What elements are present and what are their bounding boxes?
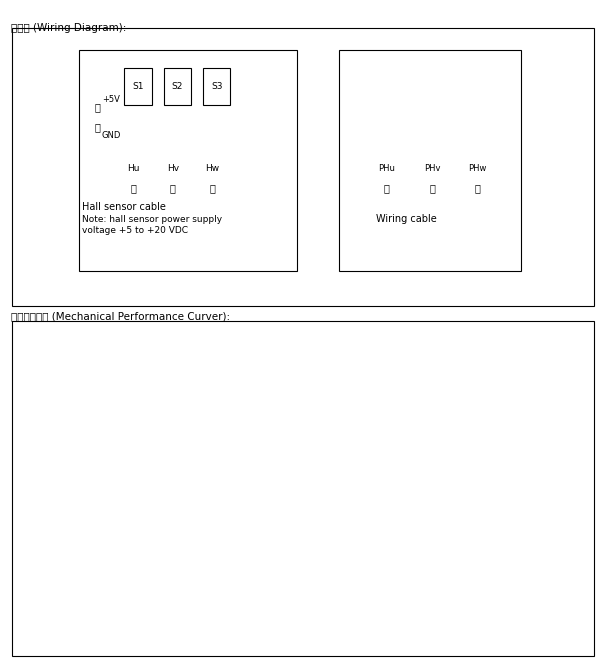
Text: Hv: Hv xyxy=(167,164,179,173)
Text: +5V: +5V xyxy=(102,94,119,104)
Text: voltage +5 to +20 VDC: voltage +5 to +20 VDC xyxy=(82,225,188,235)
Text: GND: GND xyxy=(102,130,121,140)
Text: 黄: 黄 xyxy=(384,184,390,193)
Text: PHv: PHv xyxy=(424,164,441,173)
Text: 机械特性曲线 (Mechanical Performance Curver):: 机械特性曲线 (Mechanical Performance Curver): xyxy=(11,311,230,321)
Legend: EFFICIENCY, OUTPUT POWER, INPUT POWER, CURRENT, SPEED: EFFICIENCY, OUTPUT POWER, INPUT POWER, C… xyxy=(485,438,578,507)
Y-axis label: EFFICIENCY(%), POWER(W), CURRENT(A): EFFICIENCY(%), POWER(W), CURRENT(A) xyxy=(19,409,28,565)
Text: 蓝: 蓝 xyxy=(474,184,481,193)
Text: Wiring cable: Wiring cable xyxy=(376,215,436,224)
Text: Hall sensor cable: Hall sensor cable xyxy=(82,203,165,212)
Text: Hw: Hw xyxy=(205,164,219,173)
Text: S3: S3 xyxy=(211,82,222,92)
Text: PHu: PHu xyxy=(378,164,395,173)
Title: 42BLF01 Series 24VDC 26W: 42BLF01 Series 24VDC 26W xyxy=(164,326,327,337)
Y-axis label: SPEED(RPM): SPEED(RPM) xyxy=(460,461,469,512)
Text: S2: S2 xyxy=(171,82,183,92)
Text: 黄: 黄 xyxy=(130,184,136,193)
Text: 绿: 绿 xyxy=(170,184,176,193)
Text: PHw: PHw xyxy=(468,164,487,173)
Text: 红: 红 xyxy=(94,102,100,112)
Text: 黑: 黑 xyxy=(94,122,100,132)
Text: 蓝: 蓝 xyxy=(209,184,215,193)
Text: 接线图 (Wiring Diagram):: 接线图 (Wiring Diagram): xyxy=(11,23,126,33)
Text: S1: S1 xyxy=(132,82,144,92)
Text: Note: hall sensor power supply: Note: hall sensor power supply xyxy=(82,215,222,224)
Text: Hu: Hu xyxy=(127,164,139,173)
Text: 绿: 绿 xyxy=(429,184,435,193)
